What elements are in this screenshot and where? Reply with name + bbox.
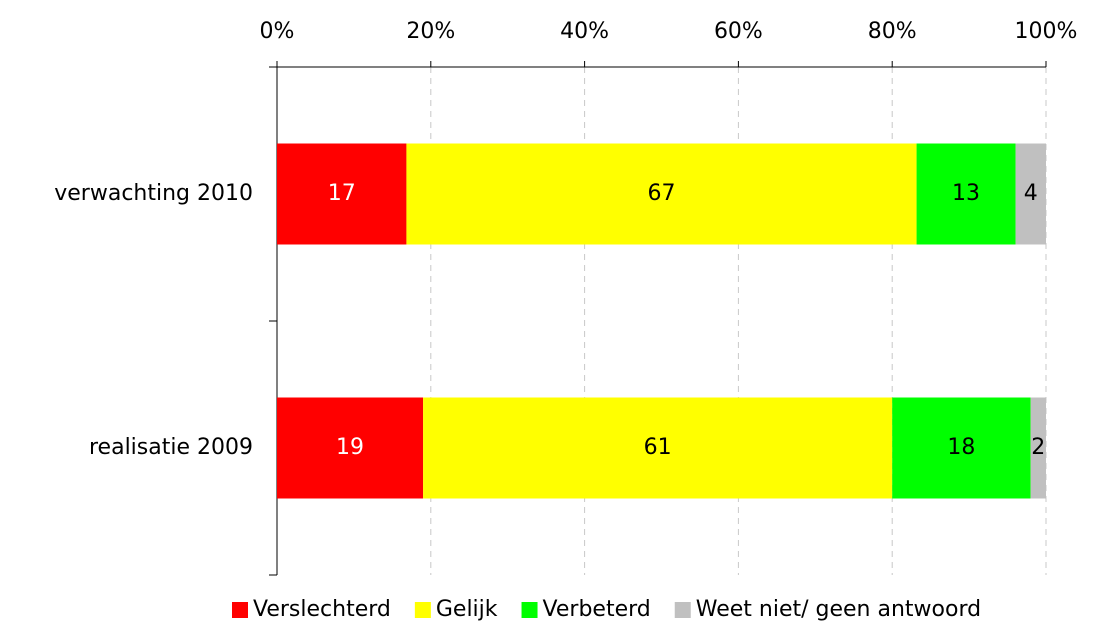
legend-label: Gelijk bbox=[436, 597, 498, 622]
x-tick-label: 20% bbox=[406, 19, 455, 44]
bar-segment bbox=[423, 397, 893, 499]
bar-segment bbox=[277, 143, 407, 245]
data-label: 17 bbox=[328, 181, 356, 206]
legend-label: Verslechterd bbox=[253, 597, 391, 622]
x-tick-label: 60% bbox=[714, 19, 763, 44]
y-tick-label: realisatie 2009 bbox=[89, 435, 253, 460]
data-label: 19 bbox=[336, 435, 364, 460]
legend-swatch bbox=[521, 602, 538, 618]
bar-segment bbox=[277, 397, 424, 499]
legend-swatch bbox=[232, 602, 248, 618]
legend-label: Verbeterd bbox=[543, 597, 651, 622]
legend-swatch bbox=[414, 602, 431, 618]
bar-segment bbox=[406, 143, 917, 245]
legend-swatch bbox=[674, 602, 691, 618]
x-tick-label: 80% bbox=[868, 19, 917, 44]
data-label: 61 bbox=[644, 435, 672, 460]
data-label: 13 bbox=[952, 181, 980, 206]
x-tick-label: 40% bbox=[560, 19, 609, 44]
data-label: 18 bbox=[947, 435, 975, 460]
data-label: 4 bbox=[1024, 181, 1038, 206]
legend-label: Weet niet/ geen antwoord bbox=[696, 597, 981, 622]
y-tick-label: verwachting 2010 bbox=[54, 181, 253, 206]
x-tick-label: 0% bbox=[260, 19, 295, 44]
bar-segment bbox=[916, 143, 1016, 245]
data-label: 2 bbox=[1031, 435, 1045, 460]
bar-segment bbox=[1015, 143, 1046, 245]
x-tick-label: 100% bbox=[1015, 19, 1078, 44]
bar-segment bbox=[1030, 397, 1046, 499]
bar-segment bbox=[892, 397, 1031, 499]
data-label: 67 bbox=[648, 181, 676, 206]
